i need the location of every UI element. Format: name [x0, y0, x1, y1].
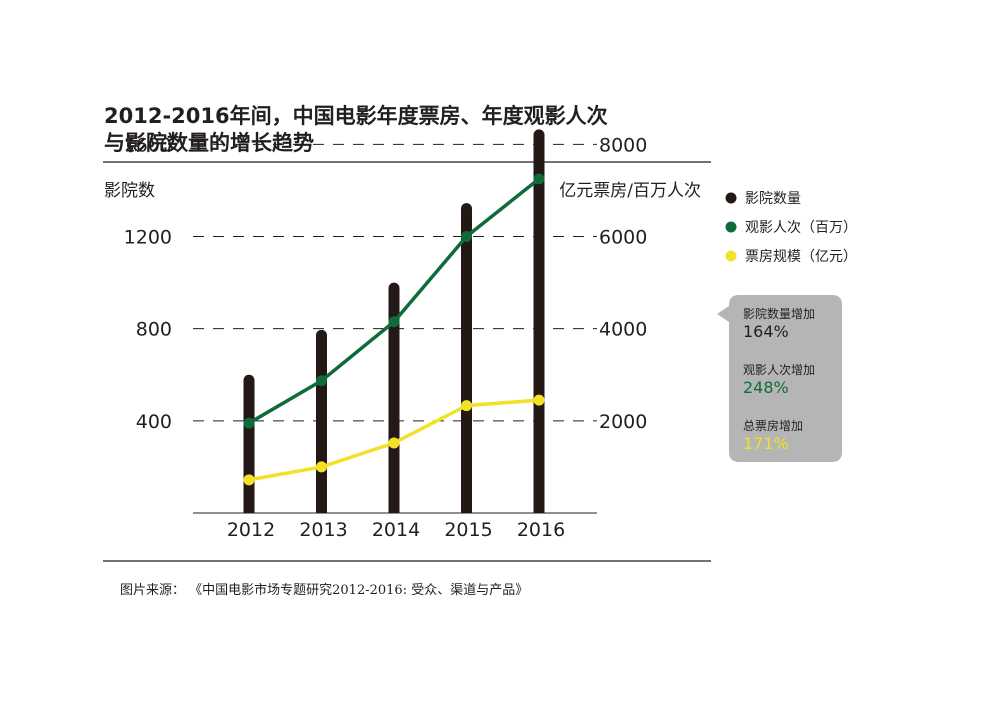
point-box-office-2014 — [388, 437, 400, 449]
right-axis-ticks: 2000 4000 6000 8000 — [599, 134, 647, 433]
legend-marker — [725, 221, 737, 233]
left-axis-title: 影院数 — [104, 181, 155, 201]
legend-label: 影院数量 — [745, 191, 801, 207]
callout-value: 171% — [743, 434, 789, 453]
legend-marker — [725, 250, 737, 262]
point-viewers-2015 — [461, 231, 472, 242]
bar-cinemas-2014 — [388, 282, 400, 513]
left-tick-label: 1200 — [124, 227, 172, 249]
right-tick-label: 2000 — [599, 411, 647, 433]
point-box-office-2013 — [316, 461, 327, 473]
point-viewers-2013 — [316, 375, 327, 387]
left-tick-label: 800 — [136, 319, 172, 341]
right-tick-label: 8000 — [599, 134, 647, 156]
right-axis-title: 亿元票房/百万人次 — [559, 181, 701, 201]
point-viewers-2014 — [388, 316, 400, 328]
legend-label: 票房规模（亿元） — [745, 249, 857, 265]
bar-cinemas-2015 — [461, 203, 472, 513]
bar-base-2014 — [388, 505, 400, 513]
point-box-office-2012 — [243, 474, 255, 486]
bar-cinemas-2016 — [533, 129, 545, 513]
bar-base-2012 — [243, 505, 255, 513]
x-tick-label: 2014 — [372, 519, 420, 541]
x-tick-label: 2015 — [444, 519, 492, 541]
point-viewers-2016 — [533, 173, 545, 185]
x-tick-label: 2012 — [227, 519, 275, 541]
bar-base-2016 — [533, 505, 545, 513]
x-tick-label: 2013 — [299, 519, 347, 541]
legend-marker — [725, 192, 737, 204]
x-tick-label: 2016 — [517, 519, 565, 541]
bar-cinemas-2012 — [243, 374, 255, 513]
x-axis-ticks: 2012 2013 2014 2015 2016 — [227, 519, 565, 541]
left-axis-ticks: 400 800 1200 1600 — [124, 134, 172, 433]
chart-title-line-2: 与影院数量的增长趋势 — [104, 131, 314, 155]
chart-title-line-1: 2012-2016年间，中国电影年度票房、年度观影人次 — [104, 104, 608, 128]
bar-cinemas-2013 — [316, 329, 327, 513]
callout-label: 总票房增加 — [743, 418, 803, 433]
point-box-office-2015 — [461, 400, 472, 412]
right-tick-label: 6000 — [599, 227, 647, 249]
point-box-office-2016 — [533, 394, 545, 406]
right-tick-label: 4000 — [599, 319, 647, 341]
bar-base-2015 — [461, 505, 472, 513]
line-series — [243, 173, 545, 486]
left-tick-label: 1600 — [124, 134, 172, 156]
callout-value: 164% — [743, 322, 789, 341]
legend-label: 观影人次（百万） — [745, 220, 857, 236]
left-tick-label: 400 — [136, 411, 172, 433]
bar-base-2013 — [316, 505, 327, 513]
callout-label: 影院数量增加 — [743, 306, 815, 321]
callout-background — [717, 295, 842, 462]
source-note: 图片来源： 《中国电影市场专题研究2012-2016: 受众、渠道与产品》 — [120, 582, 528, 598]
callout-value: 248% — [743, 378, 789, 397]
callout-label: 观影人次增加 — [743, 363, 815, 377]
point-viewers-2012 — [243, 417, 255, 429]
